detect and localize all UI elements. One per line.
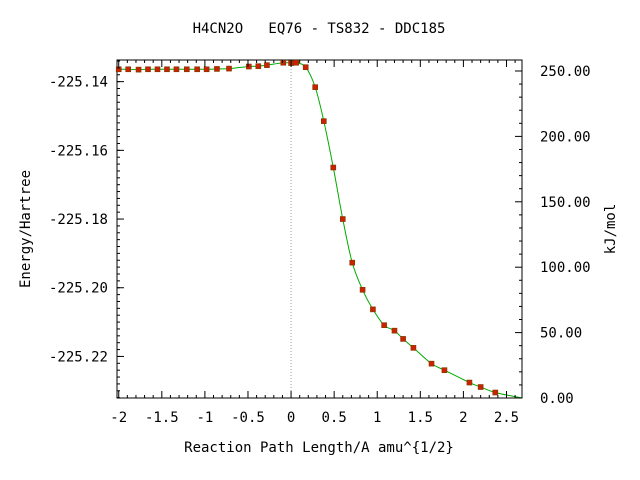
x-tick-label: -1 [196, 410, 213, 426]
data-point [173, 66, 180, 73]
data-point [381, 322, 387, 328]
chart-title: H4CN2O EQ76 - TS832 - DDC185 [193, 21, 446, 37]
x-tick-label: -0.5 [231, 410, 265, 426]
data-point [255, 63, 262, 69]
x-tick-label: 2 [459, 410, 467, 426]
data-point [312, 84, 318, 90]
data-point [477, 384, 484, 390]
y-tick-label: -225.14 [49, 75, 108, 91]
x-tick-label: 0 [287, 410, 295, 426]
data-point [145, 66, 151, 73]
data-point [466, 379, 473, 386]
data-point [194, 66, 200, 73]
y-tick-label: -225.22 [49, 349, 108, 365]
y2-tick-label: 200.00 [540, 129, 591, 145]
data-point [391, 327, 398, 334]
data-point [164, 66, 170, 73]
data-point [492, 389, 499, 396]
data-point [154, 66, 161, 73]
x-tick-label: 2.5 [494, 410, 519, 426]
y-tick-label: -225.16 [49, 143, 108, 159]
data-point [330, 164, 337, 171]
y2-tick-label: 250.00 [540, 64, 591, 80]
x-tick-label: -1.5 [145, 410, 179, 426]
y-tick-label: -225.18 [49, 212, 108, 228]
data-point [264, 62, 270, 68]
data-point [370, 306, 376, 313]
data-point [293, 59, 300, 66]
data-point [400, 336, 406, 342]
data-point [203, 66, 210, 73]
y2-tick-label: 0.00 [540, 391, 574, 407]
data-point [441, 367, 448, 373]
y-tick-label: -225.20 [49, 281, 108, 297]
data-point [135, 66, 142, 73]
data-point [214, 66, 220, 72]
data-point [125, 66, 132, 73]
data-point [302, 64, 309, 71]
x-tick-label: 0.5 [322, 410, 347, 426]
data-point [321, 118, 327, 124]
x-axis-label: Reaction Path Length/A amu^{1/2} [184, 440, 454, 456]
data-point [339, 216, 346, 222]
y2-tick-label: 100.00 [540, 260, 591, 276]
x-tick-label: 1 [373, 410, 381, 426]
data-point [359, 286, 366, 293]
x-tick-label: 1.5 [408, 410, 433, 426]
data-point [183, 66, 190, 73]
data-point [280, 59, 287, 66]
data-point [349, 259, 356, 266]
y-axis-label: Energy/Hartree [18, 170, 34, 288]
plot-area [116, 59, 523, 399]
data-point [246, 63, 252, 70]
y2-axis-label: kJ/mol [603, 204, 619, 255]
y2-tick-label: 50.00 [540, 326, 582, 342]
y2-tick-label: 150.00 [540, 195, 591, 211]
x-tick-label: -2 [110, 410, 127, 426]
data-point [410, 345, 417, 351]
data-point [428, 360, 435, 367]
data-point [226, 65, 232, 72]
energy-curve [118, 62, 523, 399]
